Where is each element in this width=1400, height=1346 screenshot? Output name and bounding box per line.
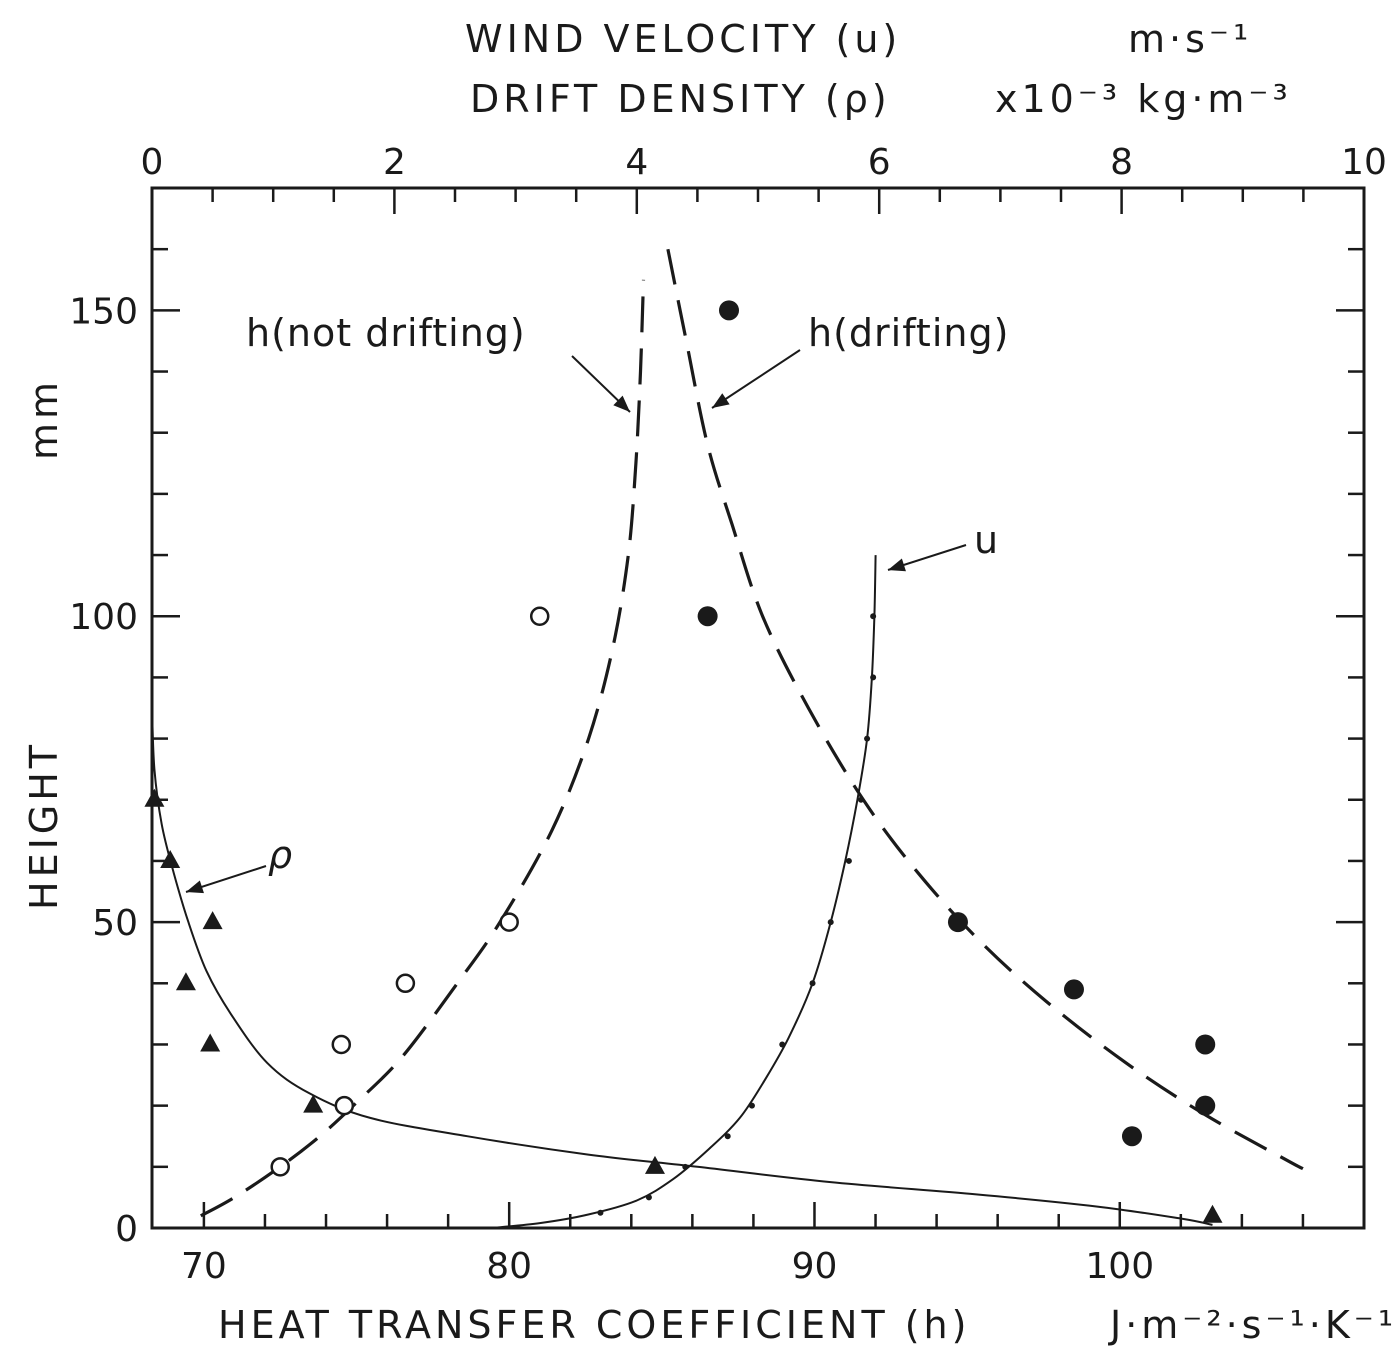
h-not-drifting-point	[395, 973, 416, 994]
left-tick-label: 100	[69, 597, 138, 638]
left-tick-label: 50	[92, 903, 138, 944]
left-tick-label: 0	[115, 1209, 138, 1250]
wind-velocity-point	[779, 1041, 786, 1048]
h-not-drifting-point	[334, 1095, 355, 1116]
wind-velocity-curve	[491, 555, 877, 1229]
bottom-axis-label: HEAT TRANSFER COEFFICIENT (h)	[218, 1303, 970, 1346]
arrow-h-drifting	[711, 349, 801, 409]
h-drifting-point	[1195, 1034, 1216, 1055]
bottom-tick-label: 70	[181, 1246, 227, 1287]
h-drifting-point	[947, 912, 968, 933]
h-not-drifting-curve	[200, 279, 646, 1218]
drift-density-point	[303, 1094, 324, 1113]
wind-velocity-point	[870, 613, 877, 620]
annotation-h-drifting: h(drifting)	[808, 311, 1009, 355]
drift-density-curve	[151, 707, 1213, 1226]
bottom-tick-label: 100	[1085, 1246, 1154, 1287]
bottom-axis-unit: J·m⁻²·s⁻¹·K⁻¹	[1108, 1303, 1397, 1346]
h-not-drifting-point	[270, 1157, 290, 1177]
wind-velocity-point	[748, 1102, 755, 1109]
top-tick-label: 0	[141, 142, 164, 183]
wind-velocity-point	[645, 1194, 652, 1201]
top-axis-label-line1: WIND VELOCITY (u)	[465, 17, 901, 61]
arrow-u-head	[888, 558, 906, 572]
wind-velocity-point	[597, 1209, 604, 1216]
drift-density-point	[644, 1155, 665, 1174]
left-tick-label: 150	[69, 291, 138, 332]
top-tick-label: 6	[868, 142, 891, 183]
arrow-rho-head	[186, 880, 204, 894]
left-axis-label: HEIGHT	[22, 741, 66, 910]
arrow-h-drifting-head	[712, 393, 730, 408]
annotation-rho: ρ	[268, 833, 293, 877]
drift-density-point	[1202, 1204, 1223, 1223]
series-markers	[144, 300, 1223, 1223]
top-axis-unit-line2: x10⁻³ kg·m⁻³	[995, 77, 1292, 121]
wind-velocity-point	[864, 735, 871, 742]
h-drifting-point	[718, 300, 739, 321]
wind-velocity-point	[682, 1163, 689, 1170]
drift-density-point	[160, 849, 181, 868]
series-curves	[151, 248, 1304, 1229]
wind-velocity-point	[724, 1133, 731, 1140]
annotation-arrows	[185, 349, 967, 894]
top-tick-label: 10	[1341, 142, 1387, 183]
wind-velocity-point	[870, 674, 877, 681]
h-drifting-point	[1195, 1095, 1216, 1116]
top-tick-label: 4	[625, 142, 648, 183]
top-axis-label-line2: DRIFT DENSITY (ρ)	[470, 77, 891, 121]
h-not-drifting-point	[499, 912, 519, 932]
wind-velocity-point	[858, 796, 865, 803]
wind-velocity-point	[809, 980, 816, 987]
h-drifting-point	[1063, 979, 1084, 1000]
arrow-h-not-drifting-head	[613, 395, 630, 412]
annotation-u: u	[974, 518, 999, 562]
top-tick-label: 8	[1110, 142, 1133, 183]
h-drifting-point	[1121, 1126, 1142, 1147]
drift-density-point	[175, 972, 196, 991]
h-not-drifting-point	[529, 606, 550, 626]
h-drifting-point	[697, 606, 718, 627]
bottom-tick-label: 90	[792, 1246, 838, 1287]
h-not-drifting-point	[331, 1034, 352, 1055]
wind-velocity-point	[827, 919, 834, 926]
drift-density-point	[200, 1033, 221, 1052]
drift-density-point	[144, 788, 165, 807]
wind-velocity-point	[845, 857, 852, 864]
left-axis-unit: mm	[22, 378, 66, 460]
annotation-h-not-drifting: h(not drifting)	[246, 311, 526, 355]
top-tick-label: 2	[383, 142, 406, 183]
axis-ticks	[150, 188, 1366, 1228]
top-axis-unit-line1: m·s⁻¹	[1128, 17, 1252, 61]
drift-density-point	[202, 911, 223, 930]
bottom-tick-label: 80	[486, 1246, 532, 1287]
h-drifting-curve	[666, 248, 1304, 1171]
